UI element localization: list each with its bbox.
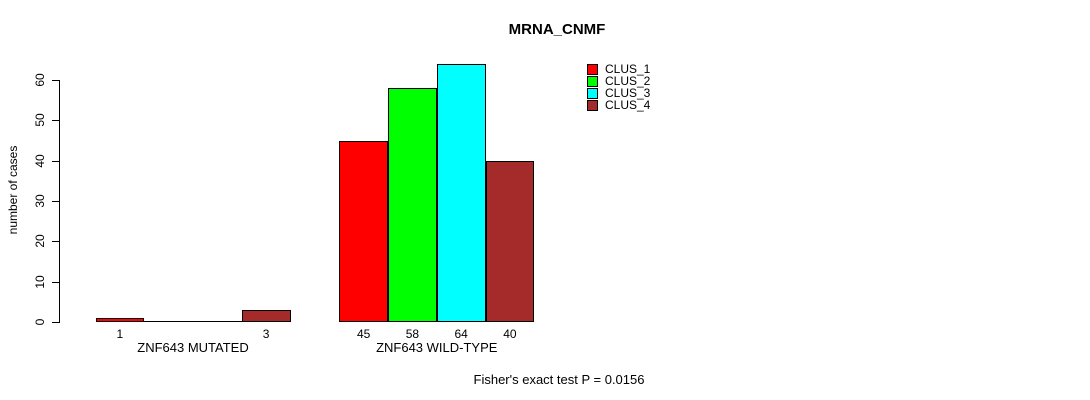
y-axis-line <box>59 80 60 323</box>
zero-bar-clus_2-1 <box>144 321 193 322</box>
legend-swatch <box>587 87 598 99</box>
bar-value-label: 1 <box>116 327 124 341</box>
y-tick <box>52 80 59 81</box>
y-tick <box>52 241 59 243</box>
y-tick <box>52 281 59 283</box>
bar-value-label: 3 <box>262 327 270 341</box>
y-axis-label: number of cases <box>6 145 20 235</box>
y-tick <box>52 120 59 122</box>
legend-item: CLUS_1 <box>587 63 650 75</box>
y-tick-label: 0 <box>33 318 47 326</box>
legend-label: CLUS_2 <box>605 74 651 88</box>
y-tick-label: 40 <box>33 153 47 168</box>
bar-value-label: 58 <box>405 327 420 341</box>
bar-value-label: 45 <box>356 327 371 341</box>
bar-clus_2-2 <box>388 88 437 322</box>
y-tick-label: 30 <box>33 194 47 208</box>
group-label: ZNF643 MUTATED <box>137 340 249 355</box>
chart-title: MRNA_CNMF <box>508 21 606 38</box>
y-tick-label: 10 <box>33 274 47 289</box>
group-label: ZNF643 WILD-TYPE <box>376 340 498 355</box>
legend: CLUS_1 CLUS_2 CLUS_3 CLUS_4 <box>587 63 650 111</box>
legend-swatch <box>587 63 598 75</box>
bar-clus_3-2 <box>436 63 486 322</box>
y-tick <box>52 201 59 202</box>
legend-item: CLUS_3 <box>587 87 650 99</box>
stat-annotation: Fisher's exact test P = 0.0156 <box>473 372 645 387</box>
legend-swatch <box>587 75 598 87</box>
legend-label: CLUS_4 <box>605 98 651 112</box>
bar-value-label: 40 <box>503 327 517 341</box>
y-tick <box>52 322 59 323</box>
y-tick <box>52 160 59 162</box>
y-tick-label: 50 <box>33 113 47 128</box>
zero-bar-clus_3-1 <box>193 321 242 322</box>
legend-swatch <box>587 99 598 111</box>
legend-item: CLUS_4 <box>587 99 650 111</box>
legend-item: CLUS_2 <box>587 75 650 87</box>
bar-clus_1-2 <box>339 140 388 322</box>
y-tick-label: 60 <box>33 73 47 87</box>
bar-clus_4-1 <box>241 309 291 322</box>
bar-clus_1-1 <box>95 317 145 322</box>
legend-label: CLUS_1 <box>605 62 651 76</box>
y-tick-label: 20 <box>33 234 47 249</box>
bar-clus_4-2 <box>485 160 535 322</box>
legend-label: CLUS_3 <box>605 86 651 100</box>
bar-value-label: 64 <box>454 327 468 341</box>
